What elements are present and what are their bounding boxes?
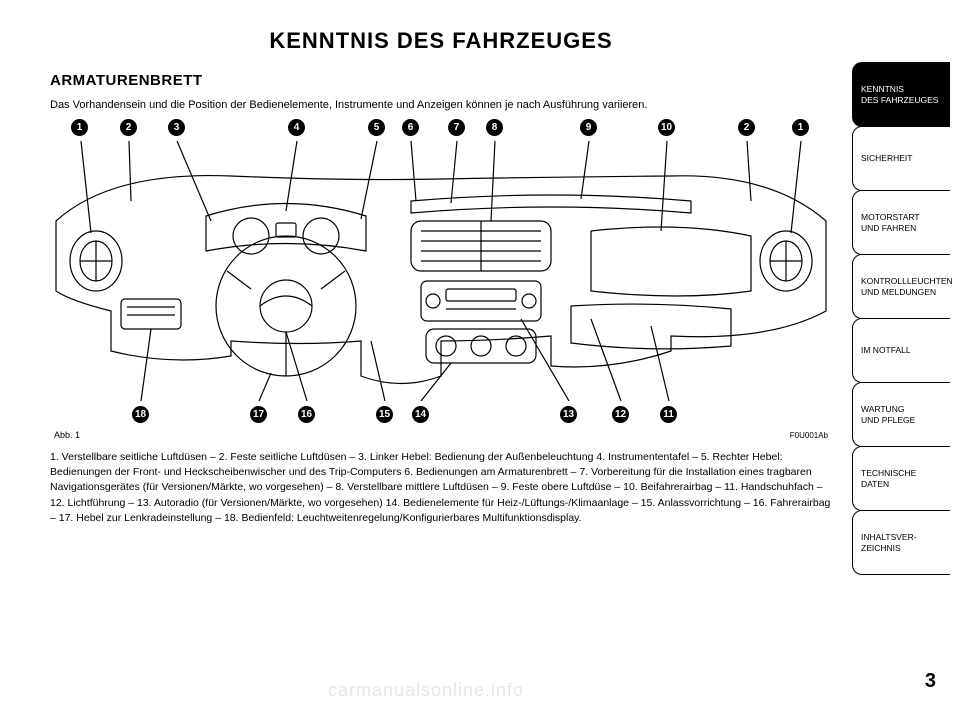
callout-bottom: 15 bbox=[376, 406, 393, 423]
callout-top: 2 bbox=[738, 119, 755, 136]
sidebar-tab[interactable]: KENNTNIS DES FAHRZEUGES bbox=[852, 62, 950, 127]
sidebar-tab[interactable]: KONTROLLLEUCHTEN UND MELDUNGEN bbox=[852, 254, 950, 319]
watermark: carmanualsonline.info bbox=[328, 680, 524, 701]
figure-code: F0U001Ab bbox=[790, 431, 828, 440]
callout-bottom: 11 bbox=[660, 406, 677, 423]
callout-row-top: 1 2 3 4 56 7 8 9 10 2 1 bbox=[50, 119, 832, 141]
sidebar-tab[interactable]: INHALTSVER- ZEICHNIS bbox=[852, 510, 950, 575]
callout-bottom: 16 bbox=[298, 406, 315, 423]
page-number: 3 bbox=[925, 670, 936, 693]
callout-bottom: 14 bbox=[412, 406, 429, 423]
section-subtitle: ARMATURENBRETT bbox=[50, 72, 832, 89]
callout-top: 5 bbox=[368, 119, 385, 136]
figure-label-row: Abb. 1 F0U001Ab bbox=[50, 430, 832, 440]
sidebar-tab[interactable]: MOTORSTART UND FAHREN bbox=[852, 190, 950, 255]
sidebar-tab[interactable]: IM NOTFALL bbox=[852, 318, 950, 383]
callout-top: 2 bbox=[120, 119, 137, 136]
figure: 1234567891021 bbox=[50, 119, 832, 440]
sidebar-tab[interactable]: WARTUNG UND PFLEGE bbox=[852, 382, 950, 447]
sidebar-tab[interactable]: SICHERHEIT bbox=[852, 126, 950, 191]
sidebar-tabs: KENNTNIS DES FAHRZEUGESSICHERHEITMOTORST… bbox=[852, 0, 960, 709]
callout-bottom: 17 bbox=[250, 406, 267, 423]
callout-top: 1 bbox=[71, 119, 88, 136]
page-root: KENNTNIS DES FAHRZEUGES ARMATURENBRETT D… bbox=[0, 0, 960, 709]
callout-row-bottom: 18 17 16 15 14 13 12 11 bbox=[50, 406, 832, 428]
callout-bottom: 12 bbox=[612, 406, 629, 423]
intro-text: Das Vorhandensein und die Position der B… bbox=[50, 99, 832, 111]
page-title: KENNTNIS DES FAHRZEUGES bbox=[50, 28, 832, 54]
callout-top: 6 bbox=[402, 119, 419, 136]
callout-top: 3 bbox=[168, 119, 185, 136]
callout-top: 1 bbox=[792, 119, 809, 136]
callout-top: 8 bbox=[486, 119, 503, 136]
callout-top: 9 bbox=[580, 119, 597, 136]
callout-bottom: 13 bbox=[560, 406, 577, 423]
legend-text: 1. Verstellbare seitliche Luftdüsen – 2.… bbox=[50, 450, 832, 526]
callout-top: 10 bbox=[658, 119, 675, 136]
sidebar-tab[interactable]: TECHNISCHE DATEN bbox=[852, 446, 950, 511]
dashboard-illustration bbox=[50, 141, 832, 401]
callout-top: 7 bbox=[448, 119, 465, 136]
figure-label: Abb. 1 bbox=[54, 430, 80, 440]
callout-top: 4 bbox=[288, 119, 305, 136]
main-content: KENNTNIS DES FAHRZEUGES ARMATURENBRETT D… bbox=[0, 0, 852, 709]
callout-bottom: 18 bbox=[132, 406, 149, 423]
